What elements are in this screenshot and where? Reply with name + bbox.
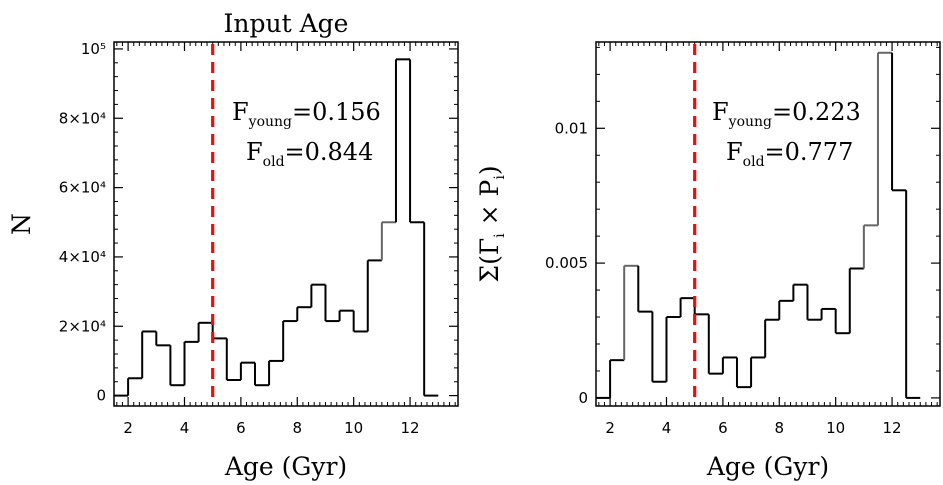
f-old-value: =0.844 — [285, 138, 374, 166]
x-tick-label: 12 — [883, 419, 902, 437]
f-old-sub: old — [743, 154, 765, 170]
f-young-main: F — [712, 98, 729, 126]
x-tick-label: 4 — [180, 419, 190, 437]
panel-weighted-age: 0 0.005 0.01 2 4 6 8 10 12 Age (Gyr) Σ(Γi × Pi)… — [475, 41, 941, 481]
x-tick-label: 10 — [826, 419, 845, 437]
x-tick-label: 2 — [123, 419, 133, 437]
f-young-value: =0.223 — [772, 98, 861, 126]
histogram-steps — [596, 51, 921, 399]
x-tick-labels: 2 4 6 8 10 12 — [123, 419, 419, 437]
y-tick-label: 0.01 — [555, 119, 588, 137]
x-tick-labels: 2 4 6 8 10 12 — [605, 419, 901, 437]
x-tick-label: 8 — [775, 419, 785, 437]
f-young-label: Fyoung=0.156 — [232, 98, 381, 130]
x-tick-label: 2 — [605, 419, 615, 437]
y-tick-label: 2×10⁴ — [59, 317, 106, 335]
f-old-main: F — [726, 138, 743, 166]
y-tick-label: 8×10⁴ — [59, 109, 106, 127]
tick-marks — [114, 42, 458, 406]
y-tick-label: 0 — [96, 387, 106, 405]
x-tick-label: 12 — [401, 419, 420, 437]
plot-frame — [595, 41, 941, 407]
x-tick-label: 4 — [662, 419, 672, 437]
f-young-sub: young — [728, 114, 772, 130]
y-tick-labels: 0 2×10⁴ 4×10⁴ 6×10⁴ 8×10⁴ 10⁵ — [59, 40, 106, 405]
x-axis-label: Age (Gyr) — [706, 452, 829, 481]
f-young-value: =0.156 — [292, 98, 381, 126]
f-young-main: F — [232, 98, 249, 126]
y-tick-label: 10⁵ — [81, 40, 106, 58]
y-tick-label: 6×10⁴ — [59, 179, 106, 197]
f-young-sub: young — [248, 114, 292, 130]
histogram-steps — [114, 58, 439, 397]
y-tick-label: 4×10⁴ — [59, 248, 106, 266]
x-axis-label: Age (Gyr) — [224, 452, 347, 481]
panel-title: Input Age — [224, 9, 349, 38]
f-old-label: Fold=0.844 — [246, 138, 373, 170]
f-old-sub: old — [263, 154, 285, 170]
plot-frame — [113, 41, 459, 407]
x-tick-label: 6 — [718, 419, 728, 437]
f-old-label: Fold=0.777 — [726, 138, 853, 170]
x-tick-label: 10 — [344, 419, 363, 437]
y-axis-label: N — [7, 213, 36, 235]
x-tick-label: 8 — [293, 419, 303, 437]
f-old-main: F — [246, 138, 263, 166]
y-axis-label: Σ(Γi × Pi) — [475, 165, 508, 282]
y-tick-labels: 0 0.005 0.01 — [545, 119, 588, 407]
tick-marks — [596, 42, 940, 406]
f-old-value: =0.777 — [765, 138, 854, 166]
y-tick-label: 0 — [578, 389, 588, 407]
x-tick-label: 6 — [236, 419, 246, 437]
f-young-label: Fyoung=0.223 — [712, 98, 861, 130]
y-tick-label: 0.005 — [545, 254, 588, 272]
panel-input-age: Input Age 0 2×10⁴ 4×10⁴ 6×10⁴ 8×10⁴ 10⁵ 2 4 6 8 1… — [7, 9, 459, 481]
